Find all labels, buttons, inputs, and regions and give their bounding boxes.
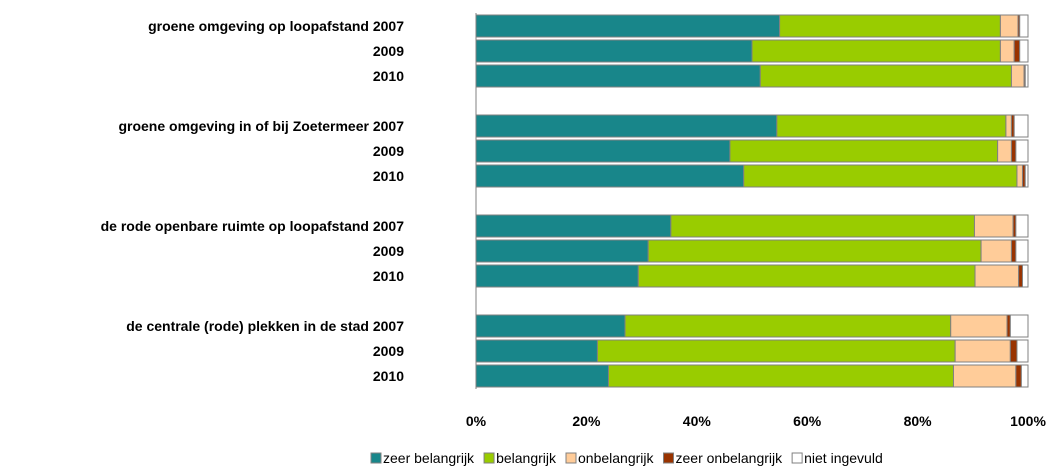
bar-segment-onbelangrijk-g3-r2: [952, 364, 1017, 388]
bar-segment-belangrijk-g0-r0: [779, 14, 1001, 38]
bar-segment-zeer-belangrijk-g1-r2: [475, 164, 745, 188]
x-tick-label: 0%: [466, 413, 487, 429]
bar-segment-niet-ingevuld-g0-r2: [1024, 64, 1029, 88]
bar-segment-niet-ingevuld-g2-r1: [1015, 239, 1029, 263]
category-labels: groene omgeving op loopafstand 2007 2009 2…: [101, 18, 405, 384]
bar-segment-niet-ingevuld-g2-r2: [1021, 264, 1029, 288]
x-tick-label: 80%: [904, 413, 933, 429]
category-label: groene omgeving op loopafstand 2007: [148, 18, 404, 34]
bar-segment-zeer-onbelangrijk-g1-r1: [1010, 139, 1017, 163]
bar-segment-niet-ingevuld-g3-r1: [1016, 339, 1029, 363]
bar-segment-zeer-belangrijk-g2-r1: [475, 239, 649, 263]
x-axis: 0% 20% 40% 60% 80% 100%: [466, 13, 1046, 429]
bar-segment-zeer-belangrijk-g0-r1: [475, 39, 753, 63]
legend: zeer belangrijk belangrijk onbelangrijk zee…: [370, 450, 883, 466]
category-label: 2010: [373, 68, 404, 84]
bar-segment-belangrijk-g2-r2: [637, 264, 976, 288]
bar-segment-onbelangrijk-g0-r1: [999, 39, 1015, 63]
bar-segment-onbelangrijk-g3-r0: [950, 314, 1008, 338]
bar-segment-niet-ingevuld-g0-r1: [1019, 39, 1029, 63]
legend-swatch-zeer-belangrijk: [370, 452, 382, 464]
legend-label: niet ingevuld: [804, 450, 883, 466]
bar-segment-belangrijk-g3-r1: [596, 339, 956, 363]
category-label: 2010: [373, 168, 404, 184]
bar-segment-belangrijk-g1-r1: [729, 139, 999, 163]
bar-segment-zeer-onbelangrijk-g0-r1: [1013, 39, 1021, 63]
x-tick-label: 100%: [1010, 413, 1046, 429]
category-label: 2009: [373, 43, 404, 59]
legend-swatch-niet-ingevuld: [791, 452, 803, 464]
bar-segment-niet-ingevuld-g2-r0: [1015, 214, 1029, 238]
bars-layer: [475, 14, 1029, 388]
bar-segment-niet-ingevuld-g1-r2: [1024, 164, 1029, 188]
bar-segment-zeer-belangrijk-g2-r2: [475, 264, 639, 288]
bar-segment-zeer-belangrijk-g0-r2: [475, 64, 761, 88]
legend-label: onbelangrijk: [578, 450, 654, 466]
legend-swatch-onbelangrijk: [565, 452, 577, 464]
bar-segment-onbelangrijk-g2-r0: [973, 214, 1014, 238]
bar-segment-belangrijk-g0-r2: [759, 64, 1012, 88]
bar-segment-niet-ingevuld-g1-r0: [1013, 114, 1029, 138]
bar-segment-belangrijk-g2-r1: [647, 239, 982, 263]
bar-segment-zeer-belangrijk-g1-r0: [475, 114, 778, 138]
bar-segment-onbelangrijk-g3-r1: [954, 339, 1011, 363]
bar-segment-onbelangrijk-g2-r1: [980, 239, 1012, 263]
category-label: 2009: [373, 243, 404, 259]
category-label: groene omgeving in of bij Zoetermeer 200…: [118, 118, 404, 134]
bar-segment-zeer-onbelangrijk-g3-r2: [1015, 364, 1022, 388]
bar-segment-zeer-belangrijk-g2-r0: [475, 214, 672, 238]
bar-segment-onbelangrijk-g0-r0: [999, 14, 1019, 38]
bar-segment-onbelangrijk-g1-r0: [1005, 114, 1012, 138]
bar-segment-onbelangrijk-g2-r2: [974, 264, 1020, 288]
legend-label: zeer onbelangrijk: [676, 450, 784, 466]
bar-segment-belangrijk-g1-r0: [776, 114, 1007, 138]
bar-segment-zeer-onbelangrijk-g2-r2: [1018, 264, 1023, 288]
category-label: 2009: [373, 143, 404, 159]
category-label: de rode openbare ruimte op loopafstand 2…: [101, 218, 405, 234]
bar-segment-zeer-belangrijk-g3-r2: [475, 364, 609, 388]
bar-segment-belangrijk-g2-r0: [670, 214, 975, 238]
bar-segment-belangrijk-g1-r2: [743, 164, 1018, 188]
bar-segment-onbelangrijk-g0-r2: [1010, 64, 1025, 88]
category-label: de centrale (rode) plekken in de stad 20…: [126, 318, 404, 334]
legend-swatch-zeer-onbelangrijk: [663, 452, 674, 464]
category-label: 2010: [373, 368, 404, 384]
bar-segment-niet-ingevuld-g0-r0: [1019, 14, 1029, 38]
bar-segment-niet-ingevuld-g3-r0: [1009, 314, 1029, 338]
bar-segment-onbelangrijk-g1-r1: [997, 139, 1012, 163]
legend-swatch-belangrijk: [483, 452, 495, 464]
bar-segment-zeer-onbelangrijk-g2-r1: [1010, 239, 1017, 263]
legend-label: belangrijk: [496, 450, 557, 466]
category-label: 2009: [373, 343, 404, 359]
bar-segment-zeer-belangrijk-g3-r1: [475, 339, 598, 363]
bar-segment-belangrijk-g3-r2: [607, 364, 954, 388]
bar-segment-zeer-belangrijk-g0-r0: [475, 14, 781, 38]
bar-segment-niet-ingevuld-g1-r1: [1015, 139, 1029, 163]
legend-label: zeer belangrijk: [383, 450, 475, 466]
x-tick-label: 40%: [683, 413, 712, 429]
bar-segment-zeer-onbelangrijk-g3-r1: [1009, 339, 1018, 363]
bar-segment-zeer-belangrijk-g1-r1: [475, 139, 731, 163]
bar-segment-zeer-belangrijk-g3-r0: [475, 314, 626, 338]
x-tick-label: 20%: [572, 413, 601, 429]
x-tick-label: 60%: [793, 413, 822, 429]
bar-segment-onbelangrijk-g1-r2: [1016, 164, 1023, 188]
bar-segment-niet-ingevuld-g3-r2: [1020, 364, 1029, 388]
category-label: 2010: [373, 268, 404, 284]
bar-segment-belangrijk-g0-r1: [751, 39, 1001, 63]
bar-segment-belangrijk-g3-r0: [624, 314, 952, 338]
